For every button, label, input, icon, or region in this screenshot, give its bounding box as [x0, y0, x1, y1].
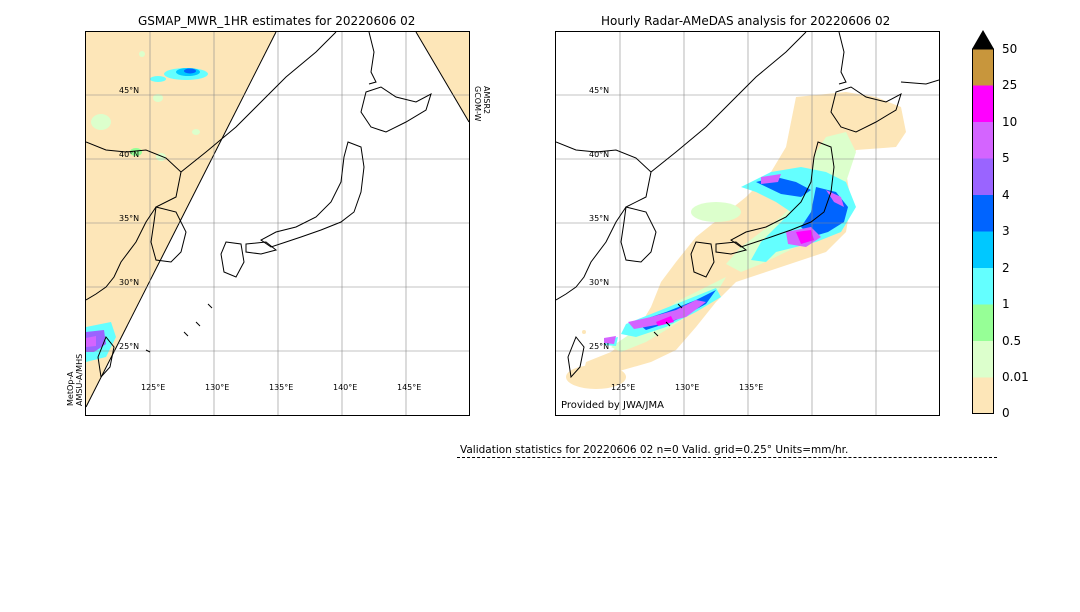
colorbar-segment — [972, 122, 994, 159]
colorbar-label-3: 3 — [1002, 224, 1010, 238]
right-map-canvas — [556, 32, 939, 415]
sensor-label-right-2: AMSR2 — [482, 86, 491, 115]
left-lon-label-140: 140°E — [333, 383, 358, 392]
validation-dashed-line — [457, 457, 997, 458]
provided-by-credit: Provided by JWA/JMA — [561, 400, 664, 411]
colorbar-segment — [972, 158, 994, 196]
colorbar — [972, 30, 994, 415]
colorbar-segment — [972, 195, 994, 232]
right-lon-label-135: 135°E — [739, 383, 764, 392]
colorbar-svg — [972, 30, 994, 415]
colorbar-segment — [972, 304, 994, 342]
right-lat-label-25: 25°N — [589, 342, 610, 351]
colorbar-segment — [972, 377, 994, 415]
right-lon-label-125: 125°E — [611, 383, 636, 392]
sensor-label-left-1: MetOp-A — [66, 371, 75, 406]
colorbar-label-0-5: 0.5 — [1002, 334, 1022, 348]
left-map-title: GSMAP_MWR_1HR estimates for 20220606 02 — [138, 14, 416, 28]
colorbar-extend-arrow — [972, 30, 994, 49]
left-lat-label-40: 40°N — [119, 150, 140, 159]
colorbar-label-5: 5 — [1002, 151, 1010, 165]
precip-patches-left — [86, 51, 208, 362]
left-lon-label-135: 135°E — [269, 383, 294, 392]
validation-statistics-text: Validation statistics for 20220606 02 n=… — [460, 444, 849, 456]
colorbar-label-0-01: 0.01 — [1002, 370, 1029, 384]
colorbar-label-10: 10 — [1002, 115, 1018, 129]
colorbar-label-50: 50 — [1002, 42, 1018, 56]
right-coastlines — [556, 32, 939, 379]
sensor-label-right-1: GCOM-W — [473, 86, 482, 122]
colorbar-segment — [972, 231, 994, 269]
colorbar-segment — [972, 85, 994, 123]
right-lon-label-130: 130°E — [675, 383, 700, 392]
right-lat-label-45: 45°N — [589, 86, 610, 95]
colorbar-label-2: 2 — [1002, 261, 1010, 275]
left-lat-label-35: 35°N — [119, 214, 140, 223]
left-lat-label-45: 45°N — [119, 86, 140, 95]
colorbar-label-0: 0 — [1002, 406, 1010, 420]
left-lon-label-145: 145°E — [397, 383, 422, 392]
sensor-label-left-2: AMSU-A/MHS — [75, 353, 84, 406]
right-lat-label-35: 35°N — [589, 214, 610, 223]
left-lon-label-130: 130°E — [205, 383, 230, 392]
colorbar-segment — [972, 341, 994, 378]
colorbar-label-25: 25 — [1002, 78, 1018, 92]
left-lat-label-30: 30°N — [119, 278, 140, 287]
right-map-panel: 45°N 40°N 35°N 30°N 25°N 125°E 130°E 135… — [555, 31, 940, 416]
right-gridlines — [556, 32, 939, 415]
colorbar-segment — [972, 49, 994, 86]
left-lon-label-125: 125°E — [141, 383, 166, 392]
left-map-panel: 45°N 40°N 35°N 30°N 25°N 125°E 130°E 135… — [85, 31, 470, 416]
colorbar-label-1: 1 — [1002, 297, 1010, 311]
right-lat-label-40: 40°N — [589, 150, 610, 159]
right-map-title: Hourly Radar-AMeDAS analysis for 2022060… — [601, 14, 891, 28]
left-gridlines — [86, 32, 469, 415]
colorbar-border — [972, 48, 994, 414]
left-map-canvas — [86, 32, 469, 415]
left-coastlines — [86, 32, 432, 379]
left-lat-label-25: 25°N — [119, 342, 140, 351]
colorbar-label-4: 4 — [1002, 188, 1010, 202]
radar-extreme-rain — [656, 230, 814, 326]
right-lat-label-30: 30°N — [589, 278, 610, 287]
colorbar-segment — [972, 268, 994, 305]
